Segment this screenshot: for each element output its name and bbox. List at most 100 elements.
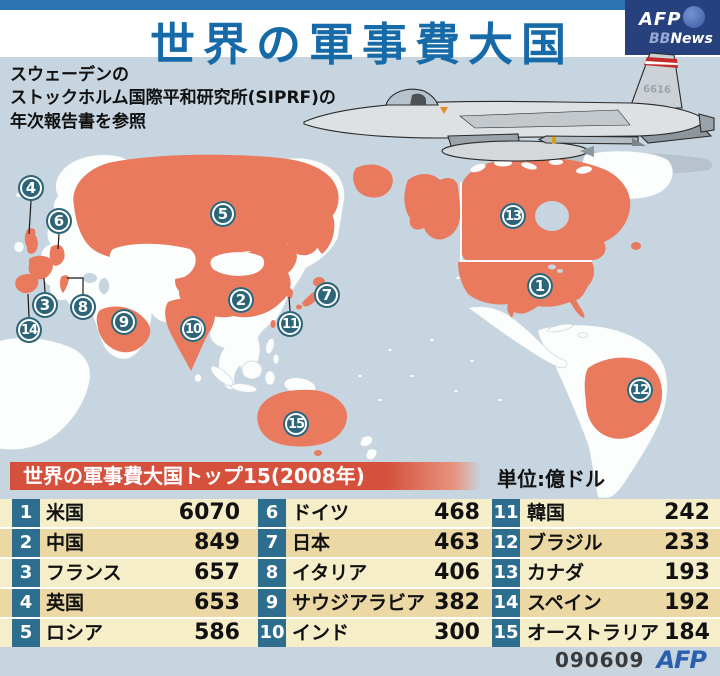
spend-value-14: 192	[664, 590, 710, 615]
country-china	[175, 243, 297, 318]
jet-pilot	[410, 93, 426, 105]
jet-missile	[537, 135, 639, 145]
table-title-bar: 世界の軍事費大国トップ15(2008年)	[10, 462, 482, 490]
jet-tank-fin	[580, 146, 594, 157]
country-name-9: サウジアラビア	[292, 592, 426, 614]
rank-badge-5: 5	[12, 619, 40, 647]
country-canada-newfoundland	[631, 242, 641, 250]
ranking-table: 1 米国 6070 2 中国 849 3 フランス 657 4 英国 653 5 ロシア 586 6 ドイツ 46…	[0, 499, 720, 647]
country-usa	[458, 262, 595, 318]
country-germany	[49, 244, 65, 266]
country-name-4: 英国	[46, 592, 85, 614]
region-central-asia	[109, 243, 196, 280]
top-blue-bar	[0, 0, 720, 10]
country-australia-tasmania	[314, 450, 322, 456]
jet-missile-band	[552, 136, 556, 144]
country-name-3: フランス	[46, 562, 122, 584]
afp-footer-logo: AFP	[656, 646, 707, 674]
page-title: 世界の軍事費大国	[150, 18, 575, 71]
country-russia	[73, 154, 339, 260]
jet-nozzle	[698, 113, 715, 133]
rank-badge-15: 15	[492, 619, 520, 647]
table-title: 世界の軍事費大国トップ15(2008年)	[23, 464, 365, 488]
spend-value-4: 653	[194, 590, 240, 615]
spend-value-12: 233	[664, 530, 710, 555]
source-note: スウェーデンの ストックホルム国際平和研究所(SIPRF)の 年次報告書を参照	[10, 64, 336, 134]
country-japan-hokkaido	[313, 277, 325, 287]
table-row	[0, 589, 720, 617]
rank-badge-4: 4	[12, 589, 40, 617]
country-taiwan	[270, 320, 276, 328]
country-name-1: 米国	[46, 502, 85, 524]
title-band	[0, 10, 720, 57]
country-australia	[257, 389, 348, 447]
country-name-11: 韓国	[527, 502, 566, 524]
spend-value-11: 242	[664, 500, 710, 525]
rank-badge-1: 1	[12, 499, 40, 527]
country-italy	[59, 275, 69, 293]
source-note-line-2: ストックホルム国際平和研究所(SIPRF)の	[10, 88, 336, 109]
date-code: 090609	[554, 648, 645, 672]
jet-orange-mark	[440, 107, 448, 114]
country-name-14: スペイン	[527, 592, 602, 614]
spend-value-15: 184	[664, 620, 710, 645]
country-name-13: カナダ	[527, 562, 585, 584]
rank-badge-12: 12	[492, 529, 520, 557]
country-russia-chukotka	[353, 164, 393, 198]
table-row	[0, 499, 720, 527]
spend-value-2: 849	[194, 530, 240, 555]
country-name-8: イタリア	[292, 562, 368, 584]
map-overlays	[27, 159, 592, 318]
rank-badge-10: 10	[258, 619, 286, 647]
country-japan-honshu	[302, 288, 322, 307]
caspian-sea	[99, 278, 109, 294]
table-row	[0, 529, 720, 557]
unit-label: 単位:億ドル	[497, 467, 605, 491]
spend-value-5: 586	[194, 620, 240, 645]
country-mongolia	[210, 252, 265, 276]
rank-badge-11: 11	[492, 499, 520, 527]
jet-wing-root	[459, 109, 631, 129]
spend-value-7: 463	[434, 530, 480, 555]
jet-fuel-tank	[441, 140, 589, 162]
country-russia-kamchatka	[314, 208, 335, 254]
country-name-2: 中国	[46, 532, 85, 554]
table-row	[0, 619, 720, 647]
rank-badge-9: 9	[258, 589, 286, 617]
rank-badge-14: 14	[492, 589, 520, 617]
hudson-bay	[535, 201, 569, 231]
country-name-15: オーストラリア	[527, 622, 660, 644]
country-south-korea	[285, 288, 293, 299]
country-india	[165, 298, 215, 371]
country-name-10: インド	[292, 622, 350, 644]
country-spain	[15, 273, 39, 294]
jet-tail-code: 6616	[643, 84, 671, 96]
rank-badge-6: 6	[258, 499, 286, 527]
country-borders	[460, 182, 592, 262]
spend-value-6: 468	[434, 500, 480, 525]
country-name-6: ドイツ	[292, 502, 350, 524]
rank-badge-3: 3	[12, 559, 40, 587]
country-usa-alaska	[404, 174, 461, 240]
spend-value-10: 300	[434, 620, 480, 645]
afpbb-logo: AFP BBNews	[625, 0, 720, 55]
table-row	[0, 559, 720, 587]
bbnews-logo-text: BBNews	[649, 31, 713, 47]
jet-tail-stripe-white	[645, 61, 678, 65]
country-name-12: ブラジル	[527, 532, 603, 554]
jet-ventral-fin	[632, 138, 646, 146]
afp-logo-text: AFP	[639, 9, 682, 30]
footer: 090609 AFP	[554, 646, 707, 674]
spend-value-9: 382	[434, 590, 480, 615]
country-uk	[24, 228, 38, 254]
country-name-7: 日本	[292, 532, 331, 554]
spend-value-3: 657	[194, 560, 240, 585]
spend-value-1: 6070	[178, 500, 240, 525]
country-japan-kyushu	[296, 304, 302, 310]
rank-badge-2: 2	[12, 529, 40, 557]
rank-badge-13: 13	[492, 559, 520, 587]
source-note-line-1: スウェーデンの	[10, 65, 129, 85]
fighter-jet-illustration: 6616	[303, 52, 715, 162]
globe-icon	[683, 6, 705, 28]
